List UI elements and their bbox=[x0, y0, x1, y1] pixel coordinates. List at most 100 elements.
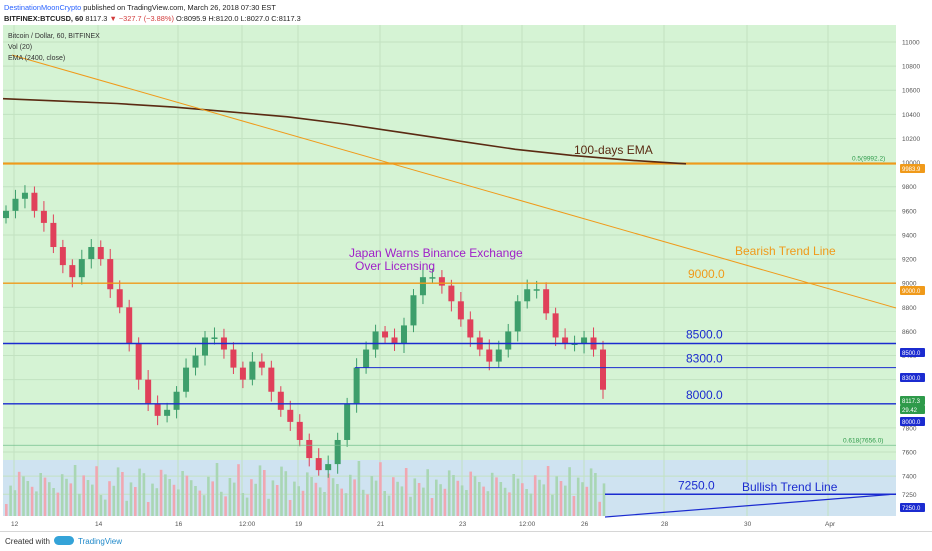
x-tick-label: 28 bbox=[661, 521, 669, 528]
volume-bar bbox=[564, 485, 567, 516]
price-change: −327.7 (−3.88%) bbox=[118, 14, 174, 23]
volume-bar bbox=[65, 478, 68, 516]
volume-bar bbox=[422, 487, 425, 516]
time-axis[interactable] bbox=[3, 516, 896, 531]
volume-bar bbox=[293, 481, 296, 516]
volume-bar bbox=[39, 473, 42, 516]
volume-bar bbox=[555, 476, 558, 516]
price-badge bbox=[900, 373, 925, 382]
price-axis[interactable] bbox=[897, 25, 932, 516]
volume-bar bbox=[392, 477, 395, 516]
price-badge-label: 9983.9 bbox=[902, 167, 921, 173]
candle-body bbox=[88, 247, 95, 260]
volume-bar bbox=[82, 475, 85, 516]
annotation-news: Japan Warns Binance Exchange bbox=[349, 246, 523, 260]
volume-bar bbox=[43, 477, 47, 516]
volume-bar bbox=[400, 486, 404, 516]
candle-body bbox=[353, 367, 360, 404]
volume-bar bbox=[546, 466, 550, 516]
volume-bar bbox=[318, 487, 322, 516]
footer: Created with TradingView bbox=[0, 531, 932, 551]
volume-bar bbox=[168, 479, 171, 516]
volume-bar bbox=[245, 497, 249, 516]
volume-bar bbox=[164, 474, 167, 516]
y-tick-label: 9800 bbox=[902, 184, 917, 191]
volume-bar bbox=[22, 476, 25, 516]
candle-body bbox=[268, 367, 275, 392]
candle-body bbox=[533, 289, 540, 291]
author-link[interactable]: DestinationMoonCrypto bbox=[4, 3, 82, 12]
x-tick-label: 16 bbox=[175, 521, 183, 528]
volume-bar bbox=[108, 481, 111, 516]
volume-bar bbox=[404, 468, 408, 516]
price-level-label: 8300.0 bbox=[686, 352, 723, 366]
price-badge-label: 8117.3 bbox=[902, 399, 921, 405]
x-tick-label: 21 bbox=[377, 521, 385, 528]
volume-bar bbox=[336, 484, 339, 516]
volume-bar bbox=[91, 484, 94, 516]
volume-bar bbox=[314, 482, 318, 516]
ema-line bbox=[2, 97, 687, 165]
candle-body bbox=[457, 301, 464, 320]
x-tick-label: 23 bbox=[459, 521, 467, 528]
fib-level-label: 0.5(9992.2) bbox=[852, 156, 885, 163]
volume-bar bbox=[13, 490, 17, 516]
volume-bar bbox=[73, 465, 77, 516]
price-chart[interactable]: 9000.0 8500.0 8300.0 8000.0 7250.0 0.5(9992.2… bbox=[0, 25, 932, 531]
tradingview-logo-icon bbox=[54, 536, 74, 545]
candle-body bbox=[505, 331, 512, 350]
tradingview-link[interactable]: TradingView bbox=[78, 537, 123, 546]
time-axis-labels: 12 14 16 12:00 19 21 23 12:00 26 28 30 Apr bbox=[11, 521, 836, 528]
x-tick-label: 26 bbox=[581, 521, 589, 528]
x-tick-label: 14 bbox=[95, 521, 103, 528]
volume-bar bbox=[559, 481, 563, 516]
candle-body bbox=[211, 337, 218, 339]
volume-bar bbox=[572, 496, 576, 516]
volume-bar bbox=[323, 492, 326, 516]
fib-level-label: 0.618(7656.0) bbox=[843, 437, 883, 444]
volume-bar bbox=[383, 491, 386, 516]
volume-bar bbox=[241, 493, 245, 516]
price-badge-label: 8300.0 bbox=[902, 376, 921, 382]
volume-bar bbox=[146, 502, 150, 516]
candlesticks bbox=[3, 185, 606, 478]
candle-body bbox=[277, 391, 284, 410]
candle-body bbox=[600, 349, 606, 390]
candle-body bbox=[401, 325, 407, 344]
drawing-lines bbox=[2, 54, 897, 518]
volume-bar bbox=[516, 478, 520, 516]
volume-bar bbox=[267, 498, 270, 516]
volume-bar bbox=[237, 464, 240, 516]
candle-body bbox=[97, 247, 104, 260]
candle-body bbox=[21, 192, 28, 199]
candle-body bbox=[135, 343, 142, 380]
volume-bar bbox=[288, 500, 292, 516]
volume-bar bbox=[521, 483, 524, 516]
volume-bar bbox=[542, 484, 546, 516]
price-badge bbox=[900, 348, 925, 357]
volume-bar bbox=[306, 472, 309, 516]
volume-bar bbox=[138, 468, 141, 516]
volume-bar bbox=[512, 474, 515, 516]
volume-bar bbox=[86, 480, 90, 516]
volume-bar bbox=[207, 476, 210, 516]
volume-bar bbox=[78, 493, 81, 516]
candle-body bbox=[40, 210, 47, 223]
volume-bar bbox=[52, 488, 55, 516]
volume-bar bbox=[594, 473, 597, 516]
volume-bar bbox=[134, 487, 137, 516]
volume-bar bbox=[121, 472, 124, 516]
y-tick-label: 10200 bbox=[902, 136, 920, 143]
candle-body bbox=[145, 379, 152, 404]
candle-body bbox=[344, 403, 351, 440]
price-badge-label: 7250.0 bbox=[902, 506, 921, 512]
volume-bar bbox=[439, 484, 442, 516]
volume-bar bbox=[56, 492, 60, 516]
volume-bar bbox=[533, 475, 537, 516]
candle-body bbox=[543, 289, 550, 314]
candle-body bbox=[239, 367, 246, 380]
x-tick-label: 12:00 bbox=[239, 521, 256, 528]
volume-bar bbox=[486, 491, 490, 516]
volume-bar bbox=[525, 489, 528, 516]
candle-body bbox=[202, 337, 208, 356]
